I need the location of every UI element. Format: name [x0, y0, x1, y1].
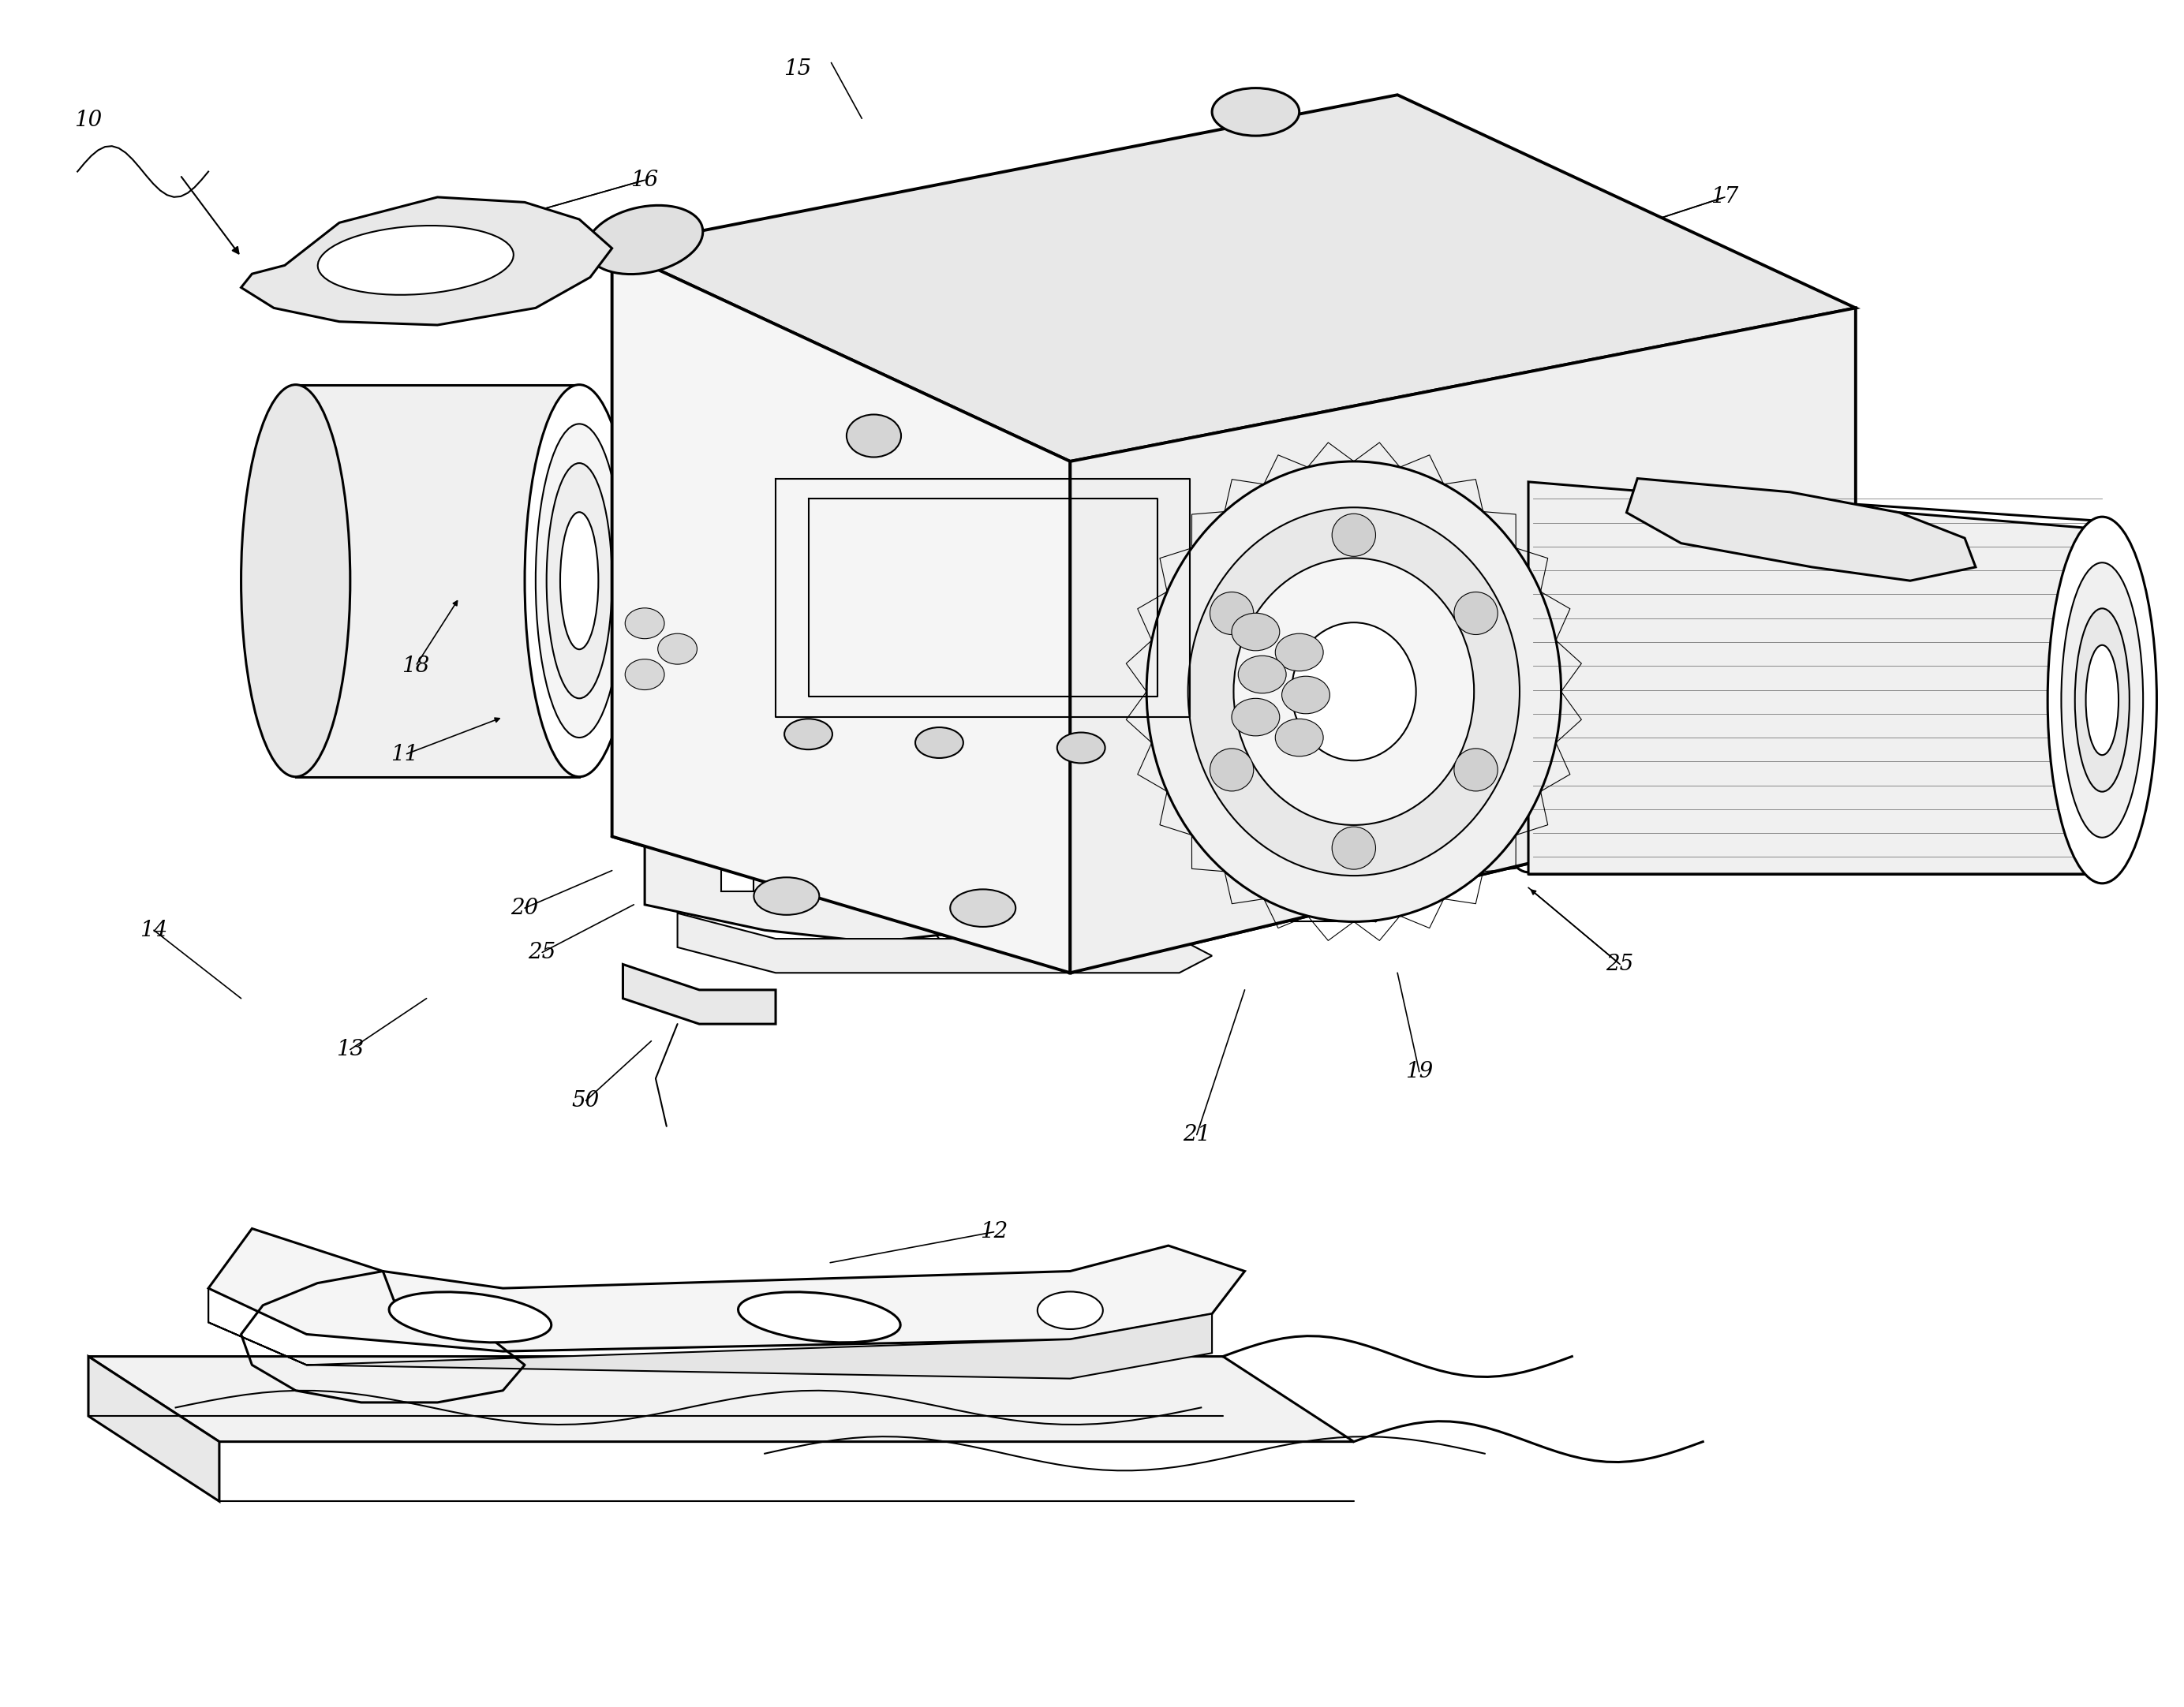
Text: 20: 20	[511, 898, 539, 918]
Ellipse shape	[1238, 655, 1286, 693]
Ellipse shape	[1057, 732, 1105, 763]
Ellipse shape	[1275, 633, 1324, 671]
Ellipse shape	[1212, 89, 1299, 137]
Ellipse shape	[1188, 507, 1520, 876]
Ellipse shape	[389, 1292, 550, 1342]
Ellipse shape	[546, 463, 612, 698]
Polygon shape	[87, 1357, 1354, 1442]
Polygon shape	[207, 1289, 1212, 1379]
Text: 18: 18	[402, 655, 430, 676]
Ellipse shape	[317, 225, 513, 295]
Ellipse shape	[1455, 592, 1498, 635]
Ellipse shape	[240, 384, 349, 777]
Text: 50: 50	[572, 1091, 601, 1111]
Ellipse shape	[559, 512, 598, 649]
Ellipse shape	[1147, 461, 1562, 922]
Polygon shape	[240, 196, 612, 324]
Ellipse shape	[1332, 826, 1376, 869]
Polygon shape	[677, 913, 1212, 973]
Text: 21: 21	[1184, 1125, 1210, 1145]
Text: 16: 16	[631, 169, 660, 191]
Ellipse shape	[847, 415, 902, 457]
Ellipse shape	[1210, 748, 1254, 790]
Ellipse shape	[1232, 613, 1280, 650]
Ellipse shape	[524, 384, 633, 777]
Text: 13: 13	[336, 1040, 365, 1060]
Text: 17: 17	[1710, 186, 1738, 208]
Ellipse shape	[1234, 558, 1474, 824]
Ellipse shape	[2049, 517, 2158, 883]
Ellipse shape	[2086, 645, 2118, 754]
Polygon shape	[87, 1357, 218, 1502]
Ellipse shape	[1455, 748, 1498, 790]
Ellipse shape	[738, 1292, 900, 1342]
Ellipse shape	[1275, 719, 1324, 756]
Polygon shape	[612, 248, 1070, 973]
Text: 12: 12	[981, 1221, 1007, 1243]
Ellipse shape	[657, 633, 697, 664]
Ellipse shape	[625, 608, 664, 638]
Ellipse shape	[753, 877, 819, 915]
Ellipse shape	[1282, 676, 1330, 714]
Polygon shape	[612, 96, 1856, 461]
Polygon shape	[622, 964, 775, 1024]
Text: 14: 14	[140, 920, 168, 941]
Ellipse shape	[2062, 563, 2143, 838]
Polygon shape	[994, 794, 1026, 913]
Text: 25: 25	[1605, 954, 1634, 975]
Ellipse shape	[915, 727, 963, 758]
Ellipse shape	[1232, 698, 1280, 736]
Polygon shape	[295, 384, 579, 777]
Polygon shape	[644, 751, 1245, 942]
Ellipse shape	[1037, 1292, 1103, 1330]
Ellipse shape	[587, 205, 703, 275]
Ellipse shape	[625, 659, 664, 690]
Polygon shape	[721, 789, 753, 891]
Polygon shape	[1529, 481, 2108, 874]
Polygon shape	[1627, 478, 1977, 580]
Polygon shape	[1070, 307, 1856, 973]
Ellipse shape	[1291, 623, 1415, 761]
Text: 10: 10	[74, 109, 103, 131]
Ellipse shape	[2075, 608, 2129, 792]
Text: 18: 18	[1452, 673, 1481, 693]
Text: 11: 11	[391, 744, 419, 765]
Ellipse shape	[1332, 514, 1376, 556]
Polygon shape	[207, 1229, 1245, 1352]
Ellipse shape	[1210, 592, 1254, 635]
Text: 25: 25	[529, 942, 557, 963]
Ellipse shape	[784, 719, 832, 749]
Ellipse shape	[535, 423, 622, 737]
Ellipse shape	[950, 889, 1016, 927]
Text: 15: 15	[784, 58, 812, 80]
Text: 19: 19	[1404, 1062, 1433, 1082]
